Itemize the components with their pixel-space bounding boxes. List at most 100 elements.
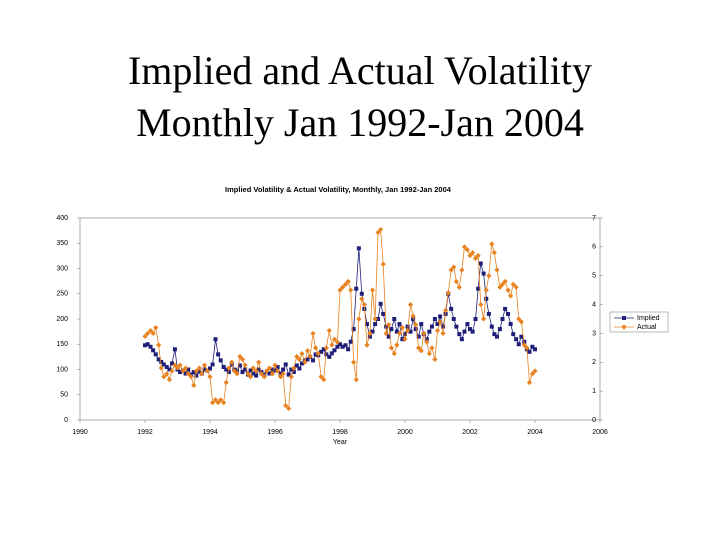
point xyxy=(484,296,489,301)
point xyxy=(372,316,378,322)
point xyxy=(150,330,156,337)
point xyxy=(500,317,505,321)
point xyxy=(403,332,407,337)
point xyxy=(456,284,462,290)
point xyxy=(486,311,491,316)
point xyxy=(329,351,334,356)
y2-tick-label: 7 xyxy=(592,215,596,222)
point xyxy=(494,267,500,273)
point xyxy=(424,339,430,345)
point xyxy=(261,374,267,380)
slide-title: Implied and Actual Volatility xyxy=(128,48,592,93)
point xyxy=(434,327,441,334)
x-axis-label: Year xyxy=(333,439,348,446)
point xyxy=(196,365,202,371)
point xyxy=(197,369,202,374)
point xyxy=(321,347,326,352)
point xyxy=(242,362,248,368)
point xyxy=(164,364,169,369)
point xyxy=(286,372,291,377)
point xyxy=(164,371,170,377)
point xyxy=(489,241,495,247)
point xyxy=(193,368,199,374)
x-tick-label: 1992 xyxy=(137,429,153,436)
point xyxy=(367,334,372,339)
point xyxy=(413,327,418,332)
point xyxy=(210,362,215,367)
point xyxy=(451,317,456,321)
point xyxy=(159,359,164,364)
point xyxy=(239,356,246,362)
x-tick-label: 2004 xyxy=(527,429,543,436)
point xyxy=(499,281,506,287)
point xyxy=(208,366,212,371)
point xyxy=(253,368,259,374)
point xyxy=(526,379,533,386)
point xyxy=(234,368,239,373)
point xyxy=(272,362,278,368)
point xyxy=(270,367,275,372)
point xyxy=(191,382,197,388)
point xyxy=(286,405,292,412)
point xyxy=(407,301,414,308)
point xyxy=(491,250,497,256)
point xyxy=(278,371,283,376)
point xyxy=(435,322,440,327)
y2-tick-label: 0 xyxy=(592,417,596,424)
point xyxy=(194,373,199,378)
point xyxy=(521,342,527,348)
point xyxy=(319,349,324,354)
point xyxy=(375,229,381,236)
legend-label: Implied xyxy=(637,315,660,322)
point xyxy=(354,286,359,291)
point xyxy=(519,334,524,339)
point xyxy=(454,324,459,329)
point xyxy=(514,337,519,342)
point xyxy=(394,329,399,334)
point xyxy=(153,325,159,331)
point xyxy=(383,330,389,337)
point xyxy=(394,342,400,348)
point xyxy=(429,345,435,351)
y2-tick-label: 1 xyxy=(592,388,596,395)
point xyxy=(345,278,351,285)
point xyxy=(356,316,362,322)
point xyxy=(275,368,281,374)
x-tick-label: 1994 xyxy=(202,429,218,436)
point xyxy=(391,351,397,357)
point xyxy=(486,273,492,279)
point xyxy=(332,348,337,353)
point xyxy=(413,322,419,328)
point xyxy=(427,329,432,334)
point xyxy=(299,361,304,366)
point xyxy=(226,365,232,371)
point xyxy=(313,352,318,357)
point xyxy=(437,319,443,325)
point xyxy=(348,287,354,293)
point xyxy=(359,296,365,302)
point xyxy=(361,301,367,308)
point xyxy=(457,332,462,337)
point xyxy=(432,356,438,362)
point xyxy=(334,339,340,345)
point xyxy=(281,367,286,372)
y-tick-label: 150 xyxy=(56,341,68,348)
point xyxy=(310,330,316,337)
point xyxy=(441,324,446,329)
point xyxy=(453,278,459,285)
point xyxy=(269,371,275,377)
y-tick-label: 200 xyxy=(56,316,68,323)
point xyxy=(174,365,181,371)
x-tick-label: 2006 xyxy=(592,429,608,436)
point xyxy=(388,345,394,351)
point xyxy=(489,324,494,329)
point xyxy=(376,317,381,321)
point xyxy=(302,359,308,365)
point xyxy=(508,293,514,299)
point xyxy=(215,400,221,406)
point xyxy=(476,286,481,291)
chart-title: Implied Volatility & Actual Volatility, … xyxy=(225,185,452,194)
point xyxy=(343,343,348,348)
point xyxy=(188,374,194,380)
